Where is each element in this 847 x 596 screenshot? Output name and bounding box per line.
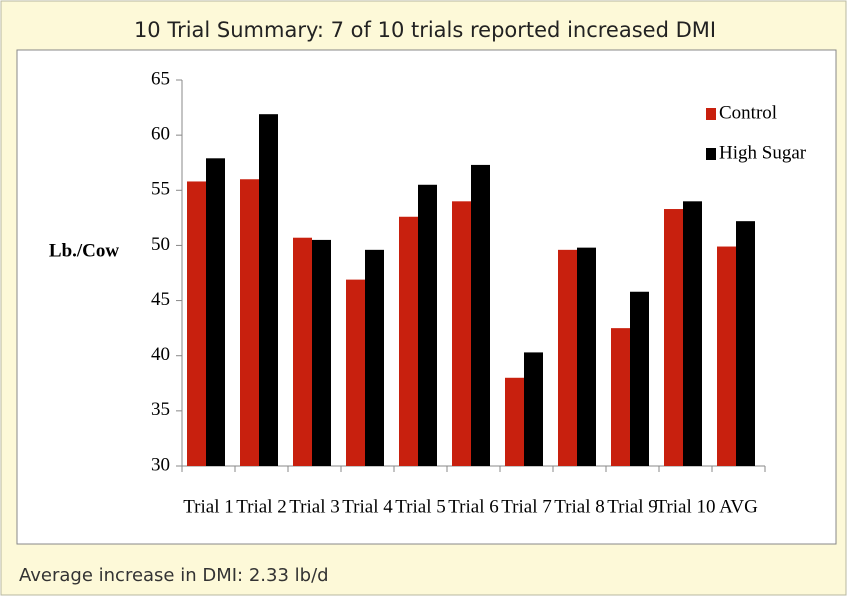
legend-label: High Sugar xyxy=(719,142,807,163)
bar xyxy=(736,221,755,466)
y-tick-label: 45 xyxy=(151,289,170,310)
bar xyxy=(293,237,312,466)
bar xyxy=(187,181,206,466)
x-tick-label: Trial 1 xyxy=(183,496,234,517)
bar xyxy=(611,328,630,466)
bar xyxy=(259,114,278,466)
bar xyxy=(365,249,384,466)
x-tick-label: AVG xyxy=(719,496,758,517)
y-tick-label: 50 xyxy=(151,234,170,255)
x-tick-label: Trial 6 xyxy=(448,496,499,517)
bar xyxy=(312,239,331,466)
bar xyxy=(717,246,736,466)
bar xyxy=(418,184,437,466)
bar xyxy=(505,377,524,466)
bar xyxy=(240,179,259,466)
legend-swatch xyxy=(706,108,716,120)
bar xyxy=(630,291,649,466)
chart-title: 10 Trial Summary: 7 of 10 trials reporte… xyxy=(134,18,716,42)
bar xyxy=(399,216,418,466)
bar xyxy=(346,279,365,466)
x-tick-label: Trial 10 xyxy=(655,496,715,517)
bar xyxy=(664,209,683,466)
y-tick-label: 35 xyxy=(151,399,170,420)
bar xyxy=(206,158,225,466)
x-tick-label: Trial 7 xyxy=(501,496,552,517)
y-axis-label: Lb./Cow xyxy=(49,240,119,261)
bar xyxy=(683,201,702,467)
bar xyxy=(577,247,596,466)
bar xyxy=(524,352,543,466)
x-tick-label: Trial 4 xyxy=(342,496,393,517)
bar xyxy=(558,249,577,466)
y-tick-label: 40 xyxy=(151,344,170,365)
y-tick-label: 55 xyxy=(151,179,170,200)
y-tick-label: 30 xyxy=(151,454,170,475)
y-tick-label: 65 xyxy=(151,68,170,89)
x-tick-label: Trial 2 xyxy=(236,496,287,517)
bar xyxy=(471,164,490,467)
footnote: Average increase in DMI: 2.33 lb/d xyxy=(19,565,329,586)
x-tick-label: Trial 3 xyxy=(289,496,340,517)
x-tick-label: Trial 5 xyxy=(395,496,446,517)
y-tick-label: 60 xyxy=(151,124,170,145)
x-tick-label: Trial 9 xyxy=(607,496,658,517)
bar xyxy=(452,201,471,467)
legend-label: Control xyxy=(719,102,777,123)
legend-swatch xyxy=(706,148,716,160)
x-tick-label: Trial 8 xyxy=(554,496,605,517)
